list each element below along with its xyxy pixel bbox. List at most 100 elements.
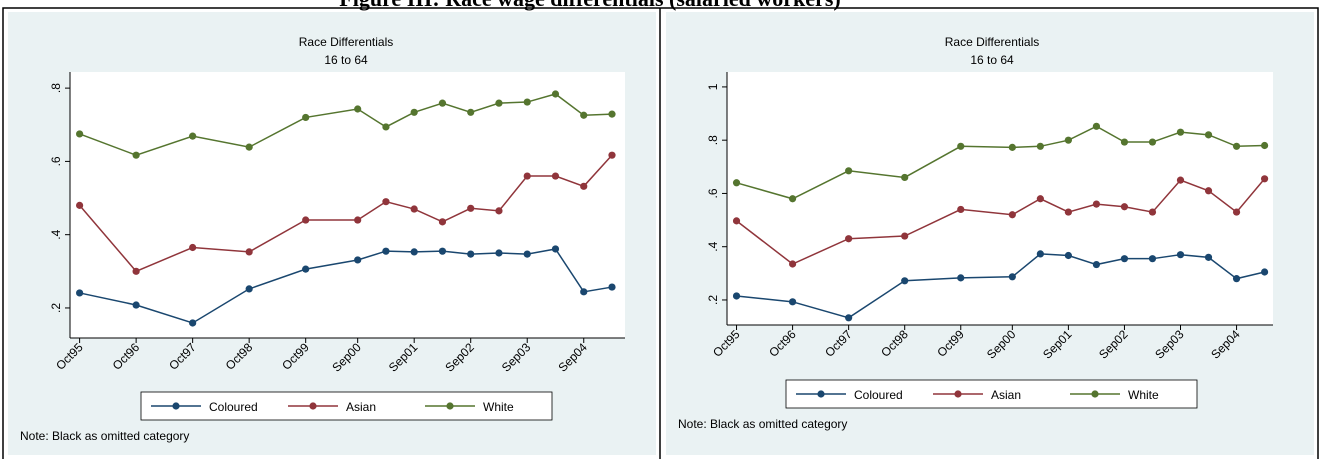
legend-marker bbox=[172, 402, 180, 410]
data-point bbox=[551, 172, 560, 180]
plot-area bbox=[70, 72, 625, 338]
legend-marker bbox=[817, 390, 825, 398]
y-tick-label: .6 bbox=[706, 188, 720, 198]
data-point bbox=[438, 99, 447, 107]
data-point bbox=[302, 265, 310, 273]
chart-note: Note: Black as omitted category bbox=[678, 417, 847, 431]
data-point bbox=[410, 205, 418, 213]
data-point bbox=[302, 216, 310, 224]
data-point bbox=[1008, 273, 1016, 281]
data-point bbox=[1064, 208, 1072, 216]
legend-box bbox=[140, 391, 553, 421]
data-point bbox=[523, 172, 531, 180]
chart-title: Race Differentials bbox=[299, 35, 394, 49]
legend-label: White bbox=[1128, 388, 1159, 402]
data-point bbox=[1092, 122, 1101, 130]
legend-label: Asian bbox=[991, 388, 1021, 402]
chart-title: Race Differentials bbox=[945, 35, 1040, 49]
data-point bbox=[608, 151, 616, 159]
legend-label: Coloured bbox=[854, 388, 903, 402]
data-point bbox=[957, 205, 965, 214]
data-point bbox=[245, 143, 253, 151]
data-point bbox=[1036, 195, 1044, 203]
data-point bbox=[495, 249, 503, 257]
data-point bbox=[1260, 141, 1269, 150]
y-tick-label: 1 bbox=[706, 83, 720, 90]
data-point bbox=[467, 108, 475, 116]
y-tick-label: .8 bbox=[49, 83, 63, 93]
data-point bbox=[901, 232, 909, 240]
data-point bbox=[410, 248, 418, 256]
legend-box bbox=[785, 379, 1198, 409]
data-point bbox=[732, 179, 741, 187]
data-point bbox=[76, 130, 84, 138]
legend-marker bbox=[1091, 390, 1099, 398]
data-point bbox=[302, 113, 310, 122]
data-point bbox=[608, 110, 616, 118]
data-point bbox=[1120, 255, 1129, 263]
data-point bbox=[788, 260, 797, 268]
data-point bbox=[523, 98, 531, 106]
data-point bbox=[76, 201, 84, 209]
data-point bbox=[1064, 251, 1072, 260]
data-point bbox=[1064, 136, 1072, 144]
data-point bbox=[1204, 253, 1213, 261]
y-tick-label: .4 bbox=[49, 229, 63, 239]
data-point bbox=[551, 245, 560, 253]
data-point bbox=[1120, 138, 1129, 146]
data-point bbox=[1120, 203, 1129, 211]
data-point bbox=[189, 319, 197, 327]
data-point bbox=[382, 247, 390, 255]
data-point bbox=[245, 285, 253, 293]
data-point bbox=[580, 111, 588, 119]
data-point bbox=[1092, 260, 1101, 269]
data-point bbox=[901, 277, 909, 285]
data-point bbox=[410, 108, 418, 116]
data-point bbox=[467, 250, 475, 258]
data-point bbox=[132, 151, 140, 159]
data-point bbox=[1204, 187, 1213, 195]
data-point bbox=[1232, 208, 1241, 216]
y-tick-label: .4 bbox=[706, 241, 720, 251]
data-point bbox=[1008, 211, 1016, 219]
data-point bbox=[189, 132, 197, 140]
data-point bbox=[1260, 175, 1269, 183]
y-tick-label: .2 bbox=[49, 303, 63, 313]
chart-subtitle: 16 to 64 bbox=[324, 53, 368, 67]
data-point bbox=[732, 292, 741, 300]
legend-marker bbox=[446, 402, 454, 410]
data-point bbox=[608, 283, 616, 291]
data-point bbox=[1232, 275, 1241, 283]
data-point bbox=[382, 198, 390, 206]
data-point bbox=[1036, 142, 1044, 150]
legend-label: Coloured bbox=[209, 400, 258, 414]
data-point bbox=[1176, 176, 1185, 184]
data-point bbox=[732, 217, 741, 225]
data-point bbox=[1176, 128, 1185, 136]
figure-title: Figure III: Race wage differentials (sal… bbox=[0, 0, 1180, 12]
data-point bbox=[495, 99, 503, 107]
data-point bbox=[523, 250, 531, 258]
plot-area bbox=[727, 72, 1273, 325]
data-point bbox=[788, 298, 797, 306]
data-point bbox=[580, 288, 588, 296]
y-tick-label: .6 bbox=[49, 156, 63, 166]
data-point bbox=[438, 247, 447, 255]
data-point bbox=[354, 256, 362, 264]
data-point bbox=[1204, 131, 1213, 139]
y-tick-label: .8 bbox=[706, 135, 720, 145]
data-point bbox=[1232, 142, 1241, 150]
data-point bbox=[1176, 251, 1185, 259]
legend-marker bbox=[954, 390, 962, 398]
data-point bbox=[1148, 138, 1157, 146]
data-point bbox=[788, 195, 797, 203]
data-point bbox=[845, 167, 853, 175]
legend-marker bbox=[309, 402, 317, 410]
legend-label: Asian bbox=[346, 400, 376, 414]
data-point bbox=[551, 90, 560, 98]
data-point bbox=[189, 243, 197, 252]
data-point bbox=[467, 204, 475, 212]
data-point bbox=[495, 207, 503, 215]
